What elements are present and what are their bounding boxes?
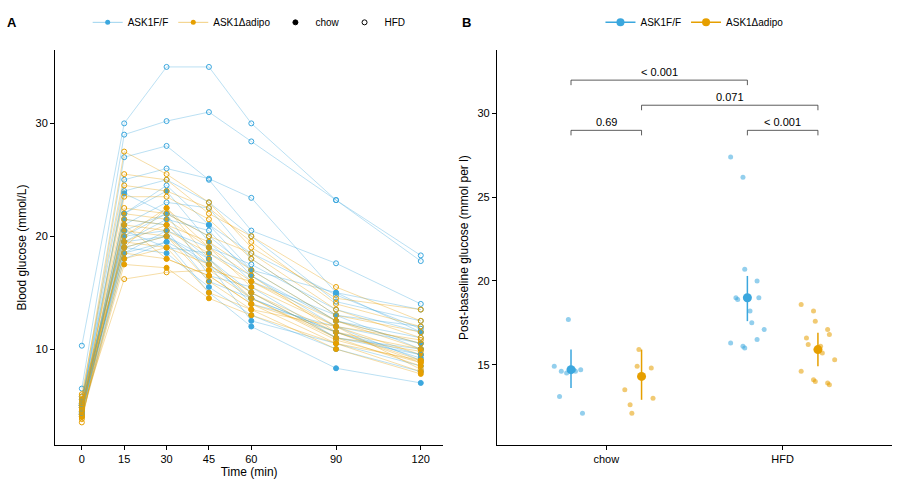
svg-text:120: 120 [412,453,430,465]
svg-text:Post-baseline glucose (mmol pe: Post-baseline glucose (mmol per l) [457,155,471,340]
svg-text:30: 30 [160,453,172,465]
svg-text:< 0.001: < 0.001 [641,66,678,78]
svg-text:ASK1Δadipo: ASK1Δadipo [726,17,783,28]
svg-text:15: 15 [118,453,130,465]
svg-text:60: 60 [245,453,257,465]
svg-text:10: 10 [36,343,48,355]
svg-text:chow: chow [593,453,619,465]
svg-text:B: B [462,15,471,30]
svg-text:30: 30 [477,107,489,119]
svg-text:90: 90 [330,453,342,465]
svg-text:0: 0 [79,453,85,465]
svg-text:20: 20 [36,230,48,242]
svg-text:< 0.001: < 0.001 [764,116,801,128]
svg-text:0.69: 0.69 [596,116,617,128]
svg-text:Blood glucose (mmol/L): Blood glucose (mmol/L) [15,184,29,310]
svg-text:0.071: 0.071 [716,91,744,103]
svg-text:HFD: HFD [771,453,794,465]
svg-text:ASK1Δadipo: ASK1Δadipo [213,17,270,28]
svg-text:HFD: HFD [385,17,406,28]
svg-text:ASK1F/F: ASK1F/F [640,17,681,28]
svg-text:45: 45 [203,453,215,465]
svg-text:20: 20 [477,275,489,287]
svg-text:A: A [7,15,17,30]
svg-text:chow: chow [315,17,339,28]
svg-text:Time (min): Time (min) [221,465,278,479]
svg-text:ASK1F/F: ASK1F/F [128,17,169,28]
svg-text:25: 25 [477,191,489,203]
svg-text:15: 15 [477,359,489,371]
svg-text:30: 30 [36,117,48,129]
